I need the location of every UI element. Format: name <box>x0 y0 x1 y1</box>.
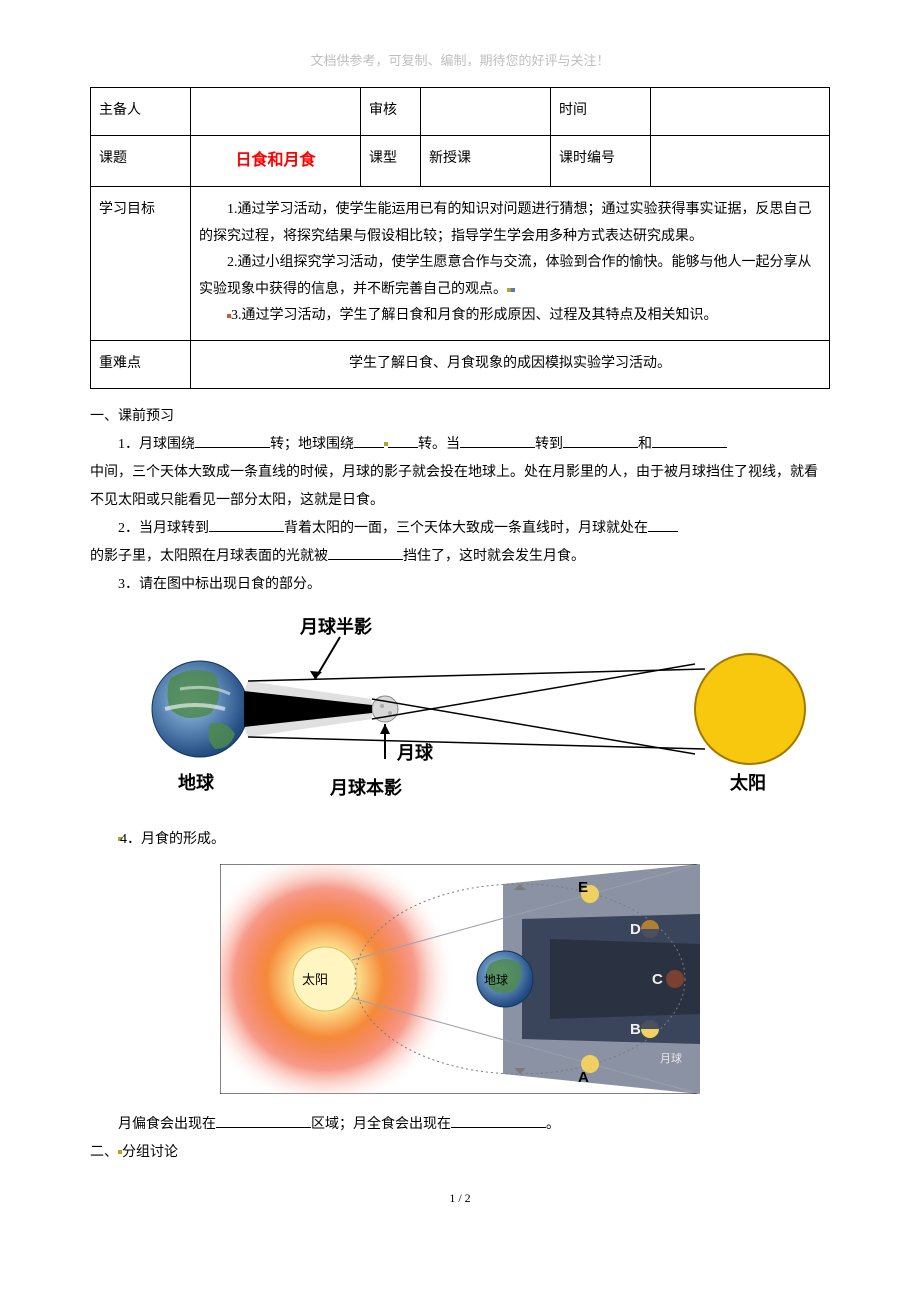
d2-label-C: C <box>652 971 663 988</box>
moon-label: 月球 <box>396 743 434 763</box>
table-row: 学习目标 1.通过学习活动，使学生能运用已有的知识对问题进行猜想；通过实验获得事… <box>91 186 830 340</box>
penumbra-label: 月球半影 <box>299 616 372 637</box>
section-1-title: 一、课前预习 <box>90 403 830 431</box>
cell-zhuberen-value <box>191 88 361 136</box>
page-number: 1 / 2 <box>90 1191 830 1206</box>
cell-shenhe-label: 审核 <box>361 88 421 136</box>
goal-line-1: 1.通过学习活动，使学生能运用已有的知识对问题进行猜想；通过实验获得事实证据，反… <box>199 197 821 250</box>
d2-label-E: E <box>578 879 588 896</box>
cell-shenhe-value <box>421 88 551 136</box>
earth-label: 地球 <box>178 772 215 793</box>
d2-label-B: B <box>630 1021 641 1038</box>
cell-keti-label: 课题 <box>91 135 191 186</box>
cell-zhuberen-label: 主备人 <box>91 88 191 136</box>
paragraph-2b: 的影子里，太阳照在月球表面的光就被挡住了，这时就会发生月食。 <box>90 543 830 571</box>
paragraph-5: 月偏食会出现在区域；月全食会出现在。 <box>90 1111 830 1139</box>
table-row: 主备人 审核 时间 <box>91 88 830 136</box>
cell-goal-label: 学习目标 <box>91 186 191 340</box>
lesson-title: 日食和月食 <box>199 146 352 176</box>
cell-diff-text: 学生了解日食、月食现象的成因模拟实验学习活动。 <box>191 340 830 388</box>
paragraph-4: 4．月食的形成。 <box>90 826 830 854</box>
sun-label: 太阳 <box>730 772 766 793</box>
paragraph-3: 3．请在图中标出现日食的部分。 <box>90 571 830 599</box>
cell-shijian-label: 时间 <box>551 88 651 136</box>
umbra-label: 月球本影 <box>329 777 402 798</box>
cell-keti-value: 日食和月食 <box>191 135 361 186</box>
cell-shijian-value <box>651 88 830 136</box>
goal-line-2: 2.通过小组探究学习活动，使学生愿意合作与交流，体验到合作的愉快。能够与他人一起… <box>199 250 821 303</box>
cell-goal-text: 1.通过学习活动，使学生能运用已有的知识对问题进行猜想；通过实验获得事实证据，反… <box>191 186 830 340</box>
cell-kexing-label: 课型 <box>361 135 421 186</box>
goal-line-3: 3.通过学习活动，学生了解日食和月食的形成原因、过程及其特点及相关知识。 <box>199 303 821 330</box>
d2-sun-label: 太阳 <box>302 972 328 987</box>
table-row: 课题 日食和月食 课型 新授课 课时编号 <box>91 135 830 186</box>
d2-label-A: A <box>578 1069 589 1086</box>
paragraph-1b: 中间，三个天体大致成一条直线的时候，月球的影子就会投在地球上。处在月影里的人，由… <box>90 459 830 515</box>
paragraph-2: 2．当月球转到背着太阳的一面，三个天体大致成一条直线时，月球就处在 <box>90 515 830 543</box>
solar-eclipse-diagram: 月球半影 月球本影 月球 地球 太阳 <box>90 609 830 820</box>
cell-keshi-value <box>651 135 830 186</box>
paragraph-1: 1．月球围绕转；地球围绕转。当转到和 <box>90 431 830 459</box>
body-content: 一、课前预习 1．月球围绕转；地球围绕转。当转到和 中间，三个天体大致成一条直线… <box>90 403 830 1167</box>
d2-earth-label: 地球 <box>484 973 508 987</box>
d2-moon-label: 月球 <box>660 1051 682 1065</box>
cell-kexing-value: 新授课 <box>421 135 551 186</box>
d2-label-D: D <box>630 921 641 938</box>
lunar-eclipse-diagram: 太阳 地球 月球 A B C D E <box>90 864 830 1105</box>
table-row: 重难点 学生了解日食、月食现象的成因模拟实验学习活动。 <box>91 340 830 388</box>
cell-keshi-label: 课时编号 <box>551 135 651 186</box>
meta-table: 主备人 审核 时间 课题 日食和月食 课型 新授课 课时编号 学习目标 1.通过… <box>90 87 830 389</box>
section-2-title: 二、分组讨论 <box>90 1139 830 1167</box>
cell-diff-label: 重难点 <box>91 340 191 388</box>
header-note: 文档供参考，可复制、编制，期待您的好评与关注！ <box>90 50 830 69</box>
